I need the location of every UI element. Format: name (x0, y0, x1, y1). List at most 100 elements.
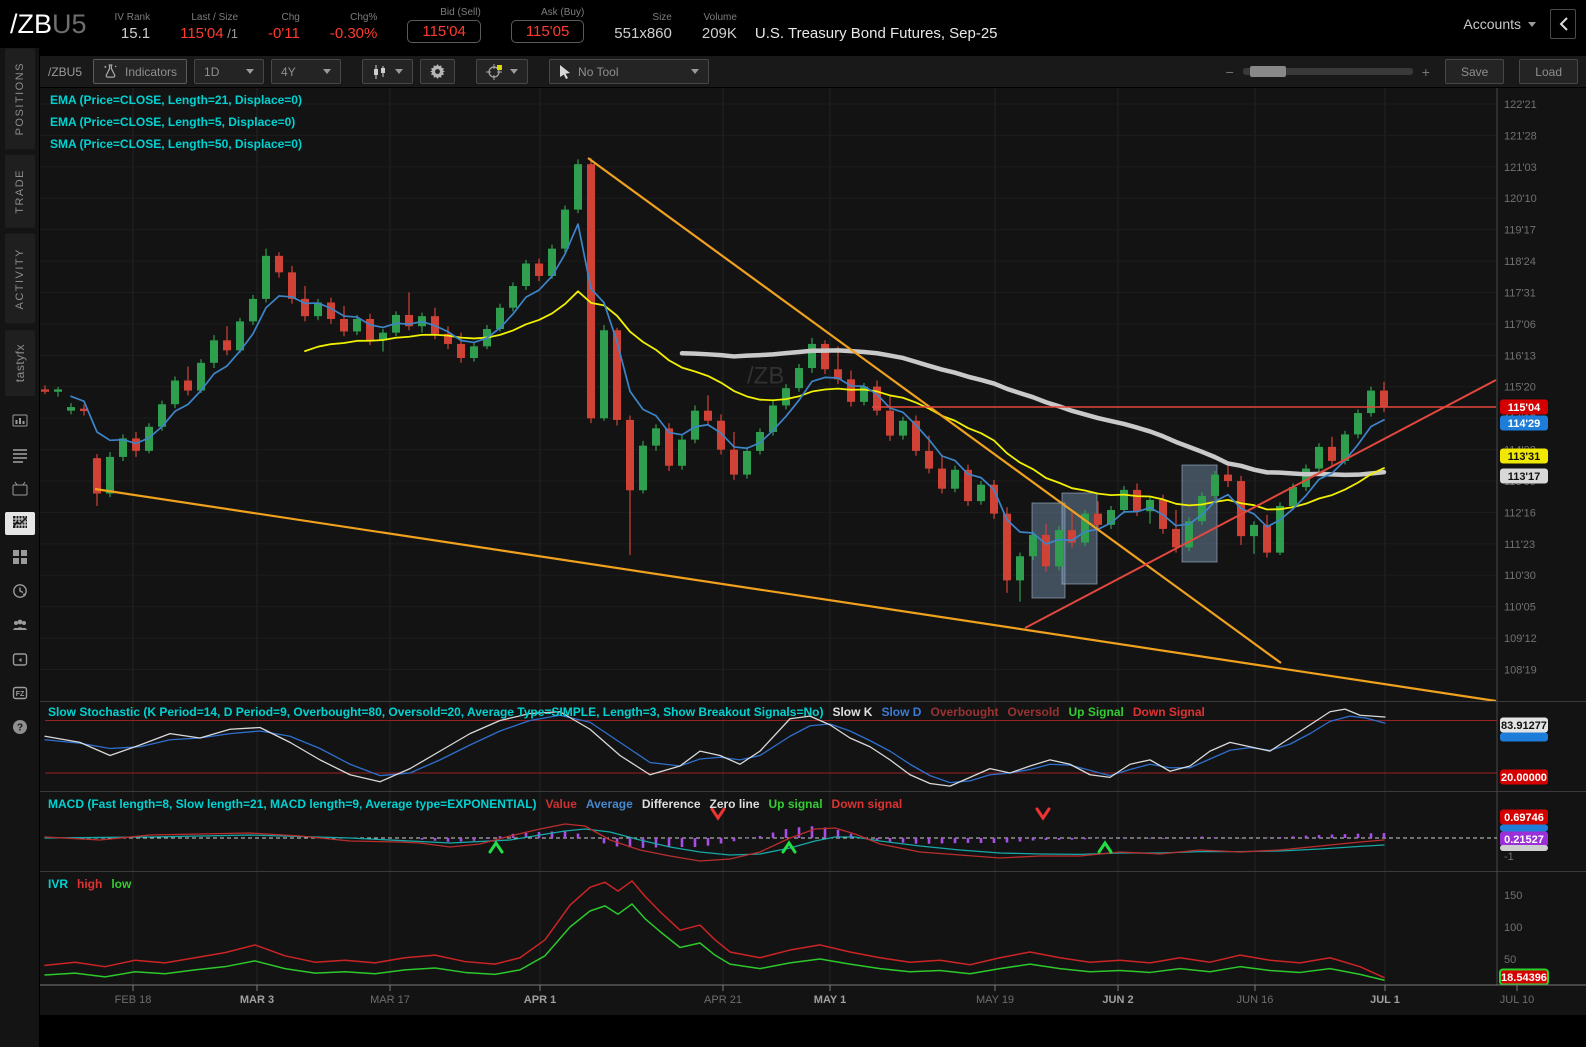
candle-body (67, 407, 75, 411)
badge-label: 115'04 (1508, 402, 1541, 414)
collapse-panel-button[interactable] (1550, 9, 1576, 39)
candle (665, 423, 673, 471)
candle-body (756, 431, 764, 451)
badge-label: 18.54396 (1501, 972, 1547, 984)
drawing-tool-dropdown[interactable]: No Tool (549, 59, 710, 84)
sidebar-help-icon[interactable]: ? (5, 716, 35, 739)
price-tick-label: 120'10 (1504, 193, 1537, 205)
candle-body (587, 164, 595, 419)
field-label: Chg% (350, 11, 378, 23)
candle (1042, 523, 1050, 572)
price-chart[interactable]: /ZB122'21121'28121'03120'10119'17118'241… (40, 88, 1586, 1015)
sidebar-history-icon[interactable] (5, 580, 35, 603)
candle (1094, 501, 1102, 531)
long-term-support-trendline[interactable] (94, 487, 1497, 703)
candle-body (873, 386, 881, 411)
badge-label: 113'17 (1508, 471, 1541, 483)
price-tick-label: 108'19 (1504, 664, 1537, 676)
sidebar-community-icon[interactable] (5, 614, 35, 637)
candle (1224, 465, 1232, 488)
sidebar-video-icon[interactable] (5, 478, 35, 501)
chart-panel[interactable]: /ZB 122'21 121'28 121'03 120'10 119'17 118'24 1… (40, 88, 1586, 1015)
sidebar-tab-trade[interactable]: TRADE (4, 155, 35, 229)
sidebar-calendar-icon[interactable] (5, 648, 35, 671)
ivr-panel: 150 100 50 18.54396 (44, 880, 1549, 986)
sidebar-tab-tastyfx[interactable]: tastyfx (4, 329, 35, 396)
candle-body (145, 426, 153, 451)
candle (197, 359, 205, 393)
svg-text:?: ? (16, 723, 22, 734)
field-volume: Volume 209K (702, 11, 737, 43)
candle-body (301, 298, 309, 317)
zoom-slider[interactable] (1242, 66, 1413, 77)
accounts-label: Accounts (1463, 16, 1521, 32)
time-tick-label: MAY 1 (814, 994, 846, 1006)
tool-label: No Tool (578, 64, 619, 79)
candle (808, 337, 816, 373)
badge-bg (1500, 415, 1548, 431)
candle-body (925, 450, 933, 469)
candle (1107, 505, 1115, 529)
ivr-tick-label: 50 (1504, 954, 1516, 966)
candle-body (470, 346, 478, 358)
sidebar-tab-activity[interactable]: ACTIVITY (4, 234, 35, 324)
candle (1198, 492, 1206, 525)
candle (353, 314, 361, 336)
save-button[interactable]: Save (1444, 59, 1505, 84)
candle (951, 465, 959, 493)
candle-body (249, 298, 257, 322)
candle-body (795, 368, 803, 389)
field-ask[interactable]: Ask (Buy) 115'05 (510, 6, 585, 43)
zoom-in-button[interactable]: + (1421, 63, 1430, 80)
candle (1315, 443, 1323, 473)
sidebar-chart-icon[interactable] (4, 511, 35, 535)
candle (639, 440, 647, 494)
accounts-dropdown[interactable]: Accounts (1463, 16, 1536, 32)
candle-body (912, 420, 920, 451)
cursor-icon (560, 64, 571, 79)
sidebar-quote-icon[interactable] (5, 410, 35, 433)
candle (535, 258, 543, 282)
time-tick-label: MAY 19 (976, 994, 1014, 1006)
sidebar-apps-icon[interactable] (5, 546, 35, 569)
candle-body (938, 468, 946, 489)
candle (54, 386, 62, 397)
field-label: Bid (Sell) (440, 6, 481, 18)
field-label: Volume (703, 11, 737, 23)
price-badge: 0.21527 (1500, 831, 1548, 847)
price-axis: 122'21 121'28 121'03 120'10 119'17 118'24 117'… (1500, 99, 1548, 676)
candle-body (951, 469, 959, 489)
badge-bg (1500, 448, 1548, 464)
ivr-tick-label: 100 (1504, 922, 1522, 934)
candle-body (1042, 534, 1050, 567)
field-chg-pct: Chg% -0.30% (330, 11, 378, 43)
candle-body (964, 469, 972, 502)
candle (717, 414, 725, 455)
badge-bg (1500, 824, 1548, 832)
load-button[interactable]: Load (1519, 59, 1578, 84)
candle-body (561, 209, 569, 249)
chevron-down-icon (510, 69, 519, 74)
sidebar-tab-positions[interactable]: POSITIONS (4, 48, 35, 150)
candle-body (366, 318, 374, 341)
chart-type-dropdown[interactable] (362, 59, 414, 84)
candle-body (1172, 528, 1180, 548)
crosshair-dropdown[interactable] (476, 59, 529, 84)
sidebar-watchlist-icon[interactable] (5, 444, 35, 467)
candle (1328, 436, 1336, 466)
zoom-slider-handle[interactable] (1249, 66, 1286, 77)
ascending-support-trendline[interactable] (1024, 379, 1497, 629)
crosshair-icon (486, 63, 503, 80)
timeframe-dropdown[interactable]: 1D (194, 59, 265, 84)
field-value: 115'04 (407, 19, 481, 43)
badge-bg (1500, 717, 1548, 733)
range-dropdown[interactable]: 4Y (271, 59, 342, 84)
trendline-layer[interactable] (94, 157, 1497, 703)
sidebar-futures-icon[interactable]: FZ (5, 682, 35, 705)
indicators-button[interactable]: Indicators (93, 59, 188, 84)
zoom-out-button[interactable]: − (1225, 63, 1234, 80)
settings-button[interactable] (420, 59, 456, 84)
field-bid[interactable]: Bid (Sell) 115'04 (407, 6, 481, 43)
descending-resistance-trendline[interactable] (587, 157, 1282, 664)
candle-body (1003, 513, 1011, 581)
